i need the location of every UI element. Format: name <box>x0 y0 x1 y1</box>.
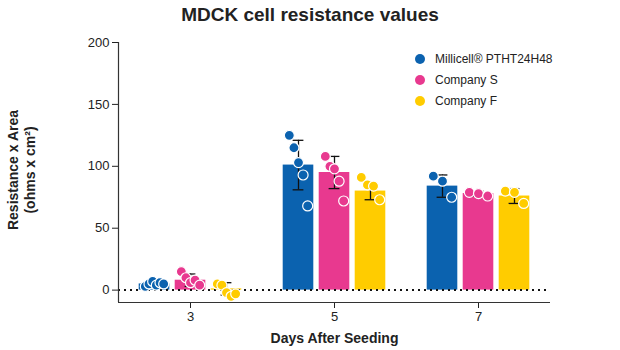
svg-text:Days After Seeding: Days After Seeding <box>271 330 399 346</box>
html-text:(ohms x cm²): (ohms x cm²) <box>22 126 38 214</box>
html-text:Company S: Company S <box>435 72 498 87</box>
svg-text:0: 0 <box>102 282 109 297</box>
svg-text:3: 3 <box>187 309 194 324</box>
svg-text:100: 100 <box>88 158 110 173</box>
svg-text:200: 200 <box>88 35 110 50</box>
html-text:MDCK cell resistance values: MDCK cell resistance values <box>181 4 439 25</box>
svg-text:50: 50 <box>95 220 109 235</box>
html-text:Resistance x Area: Resistance x Area <box>5 109 21 231</box>
html-text:Millicell® PTHT24H48: Millicell® PTHT24H48 <box>435 51 553 66</box>
svg-text:5: 5 <box>331 309 338 324</box>
svg-text:7: 7 <box>475 309 482 324</box>
html-text:Company F: Company F <box>435 93 497 108</box>
svg-text:150: 150 <box>88 97 110 112</box>
